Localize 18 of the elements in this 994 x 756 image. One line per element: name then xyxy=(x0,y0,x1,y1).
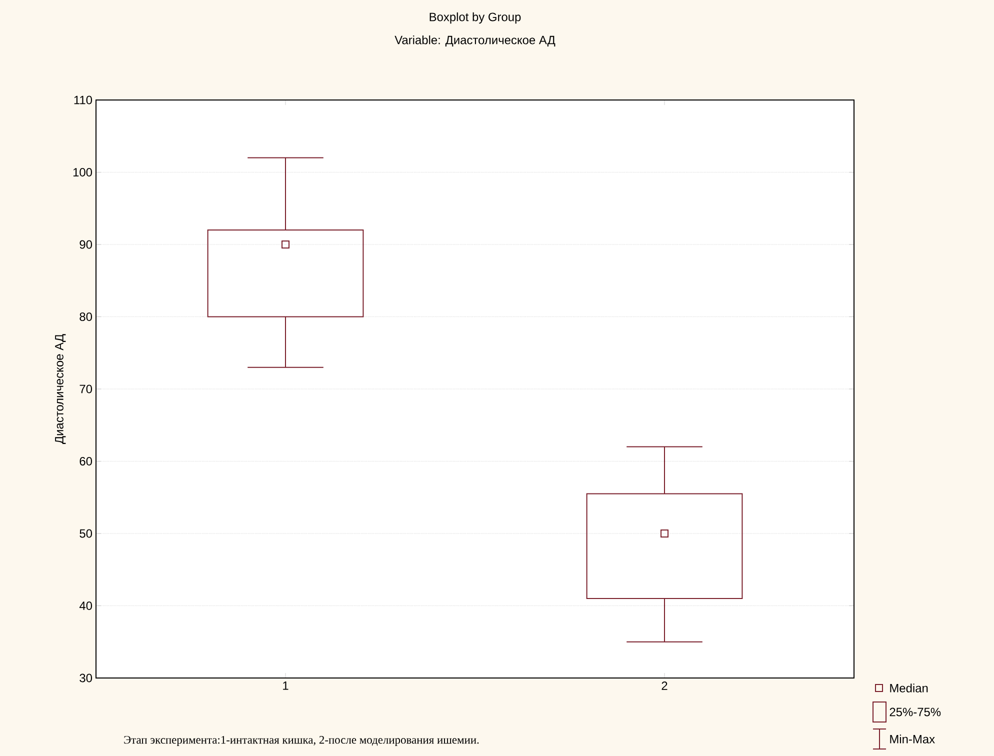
x-tick-label: 1 xyxy=(283,682,288,690)
y-tick-label: 100 xyxy=(73,168,92,176)
y-axis-title: Диастолическое АД xyxy=(55,334,66,444)
y-tick-label: 110 xyxy=(74,96,92,104)
y-tick-label: 70 xyxy=(80,384,92,394)
x-tick-label: 2 xyxy=(662,682,668,690)
text: 25%-75% xyxy=(890,708,941,716)
chart-title: Boxplot by Group xyxy=(430,12,521,24)
text: Min-Max xyxy=(890,734,935,744)
y-tick-label: 90 xyxy=(80,240,92,249)
y-tick-label: 60 xyxy=(80,457,92,466)
y-tick-label: 40 xyxy=(79,602,92,610)
y-tick-label: 80 xyxy=(80,312,92,321)
text: Median xyxy=(890,684,928,692)
chart-subtitle: Variable: Диастолическое АД xyxy=(394,35,556,47)
x-axis-title: Этап эксперимента:1-интактная кишка, 2-после моделирования ишемии. xyxy=(124,736,479,746)
y-tick-label: 30 xyxy=(80,674,92,682)
y-tick-label: 50 xyxy=(80,529,92,538)
